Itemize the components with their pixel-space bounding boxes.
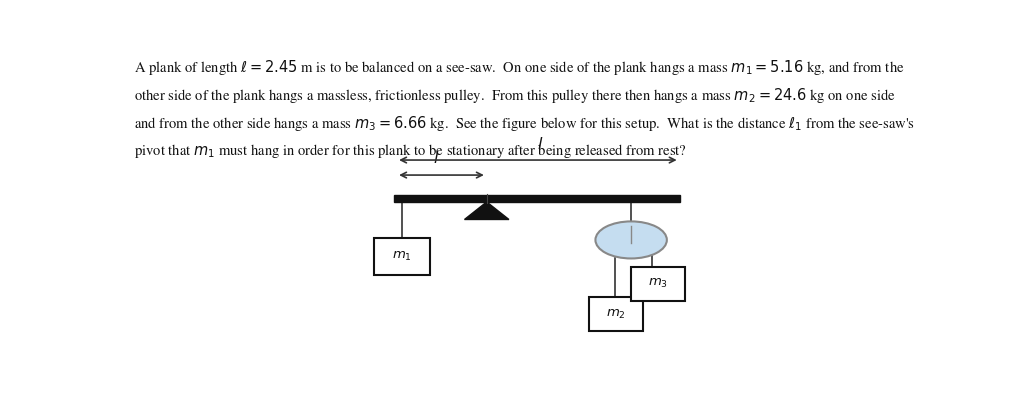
- Polygon shape: [465, 202, 509, 220]
- Text: and from the other side hangs a mass $m_3 = 6.66$ kg.  See the figure below for : and from the other side hangs a mass $m_…: [134, 114, 915, 133]
- Bar: [374, 238, 430, 275]
- Bar: [394, 195, 680, 202]
- Ellipse shape: [595, 221, 667, 259]
- Text: $l$: $l$: [538, 136, 544, 152]
- Text: A plank of length $\ell = 2.45$ m is to be balanced on a see-saw.  On one side o: A plank of length $\ell = 2.45$ m is to …: [134, 58, 905, 77]
- Text: $m_3$: $m_3$: [648, 277, 668, 290]
- Text: pivot that $m_1$ must hang in order for this plank to be stationary after being : pivot that $m_1$ must hang in order for …: [134, 142, 687, 160]
- Text: other side of the plank hangs a massless, frictionless pulley.  From this pulley: other side of the plank hangs a massless…: [134, 86, 896, 105]
- Bar: [631, 267, 685, 300]
- Text: $m_1$: $m_1$: [392, 250, 412, 263]
- Bar: [589, 298, 643, 331]
- Text: $m_2$: $m_2$: [606, 308, 626, 321]
- Text: $l$: $l$: [433, 150, 439, 166]
